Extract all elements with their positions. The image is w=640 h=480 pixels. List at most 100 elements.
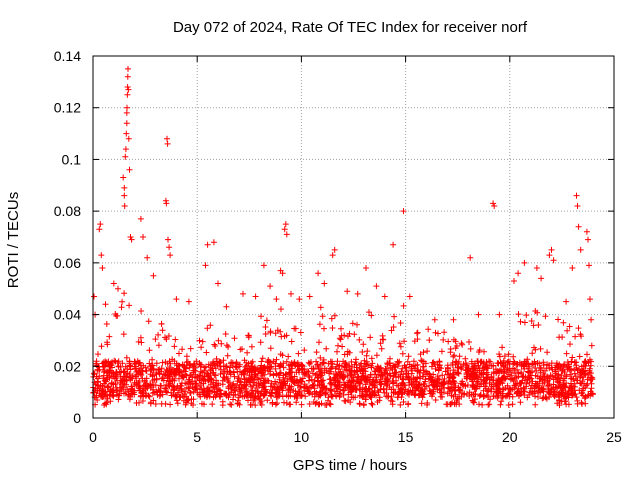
data-point: [494, 360, 501, 367]
data-point: [505, 402, 512, 408]
data-point: [329, 325, 336, 331]
data-point: [107, 388, 114, 395]
data-point: [125, 86, 132, 93]
data-point: [538, 385, 545, 392]
data-point: [280, 374, 287, 381]
data-point: [110, 393, 117, 400]
data-point: [273, 381, 280, 388]
data-point: [431, 316, 438, 323]
data-point: [304, 388, 311, 394]
data-point: [364, 348, 371, 355]
data-point: [412, 362, 419, 369]
data-point: [468, 358, 475, 365]
data-point: [254, 365, 261, 372]
data-point: [136, 378, 143, 384]
data-point: [204, 241, 211, 248]
data-point: [352, 371, 359, 378]
data-point: [479, 401, 486, 408]
data-point: [399, 375, 406, 382]
data-point: [526, 369, 533, 376]
data-point: [218, 340, 225, 347]
data-point: [455, 370, 462, 377]
data-point: [214, 362, 221, 368]
data-point: [524, 356, 531, 363]
data-point: [138, 372, 145, 378]
data-point: [317, 354, 324, 361]
data-point: [314, 371, 320, 378]
data-point: [450, 378, 457, 384]
data-point: [297, 378, 304, 385]
data-point: [298, 401, 305, 408]
data-point: [478, 376, 484, 383]
data-point: [518, 389, 525, 395]
data-point: [449, 360, 456, 366]
data-point: [95, 351, 101, 358]
data-point: [429, 393, 435, 400]
data-point: [488, 388, 495, 395]
data-point: [567, 371, 574, 378]
data-point: [279, 270, 286, 277]
data-point: [126, 358, 133, 365]
data-point: [192, 386, 198, 393]
data-point: [136, 383, 143, 390]
data-point: [171, 358, 178, 365]
x-tick-label: 0: [89, 429, 97, 445]
data-point: [249, 376, 256, 383]
data-point: [362, 388, 369, 395]
data-point: [469, 397, 476, 404]
data-point: [251, 379, 258, 386]
data-point: [213, 386, 220, 393]
data-point: [555, 379, 561, 386]
data-point: [393, 374, 399, 381]
data-point: [537, 345, 544, 352]
data-point: [115, 396, 122, 403]
data-point: [285, 386, 292, 393]
data-point: [104, 374, 111, 381]
data-point: [170, 391, 177, 398]
data-point: [450, 353, 457, 360]
data-point: [476, 365, 483, 372]
data-point: [376, 394, 383, 401]
data-point: [352, 387, 359, 393]
data-point: [132, 363, 139, 370]
data-point: [480, 359, 487, 366]
data-point: [389, 366, 396, 373]
data-point: [558, 389, 565, 396]
data-point: [167, 252, 174, 259]
data-point: [465, 365, 472, 372]
data-point: [582, 367, 589, 374]
data-point: [277, 369, 284, 376]
data-point: [557, 383, 564, 390]
data-point: [155, 342, 162, 349]
data-point: [241, 376, 248, 383]
data-point: [182, 380, 189, 387]
data-point: [202, 378, 209, 385]
data-point: [276, 362, 283, 369]
data-point: [470, 382, 476, 389]
data-point: [369, 378, 376, 385]
data-point: [231, 387, 238, 394]
data-point: [179, 346, 186, 353]
data-point: [585, 359, 592, 366]
data-point: [416, 381, 423, 388]
data-point: [314, 362, 321, 369]
data-point: [397, 371, 404, 378]
data-point: [490, 393, 497, 399]
data-point: [328, 391, 335, 398]
data-point: [207, 322, 214, 329]
data-point: [491, 203, 498, 209]
data-point: [251, 394, 258, 401]
data-point: [237, 388, 244, 395]
data-point: [424, 348, 431, 355]
data-point: [421, 385, 428, 392]
data-point: [103, 321, 110, 327]
data-point: [205, 377, 211, 383]
data-point: [563, 401, 570, 408]
data-point: [235, 375, 242, 382]
data-point: [539, 374, 545, 380]
data-point: [430, 388, 437, 395]
data-point: [334, 361, 341, 368]
data-point: [585, 236, 591, 243]
data-point: [340, 391, 347, 398]
data-point: [321, 325, 327, 332]
